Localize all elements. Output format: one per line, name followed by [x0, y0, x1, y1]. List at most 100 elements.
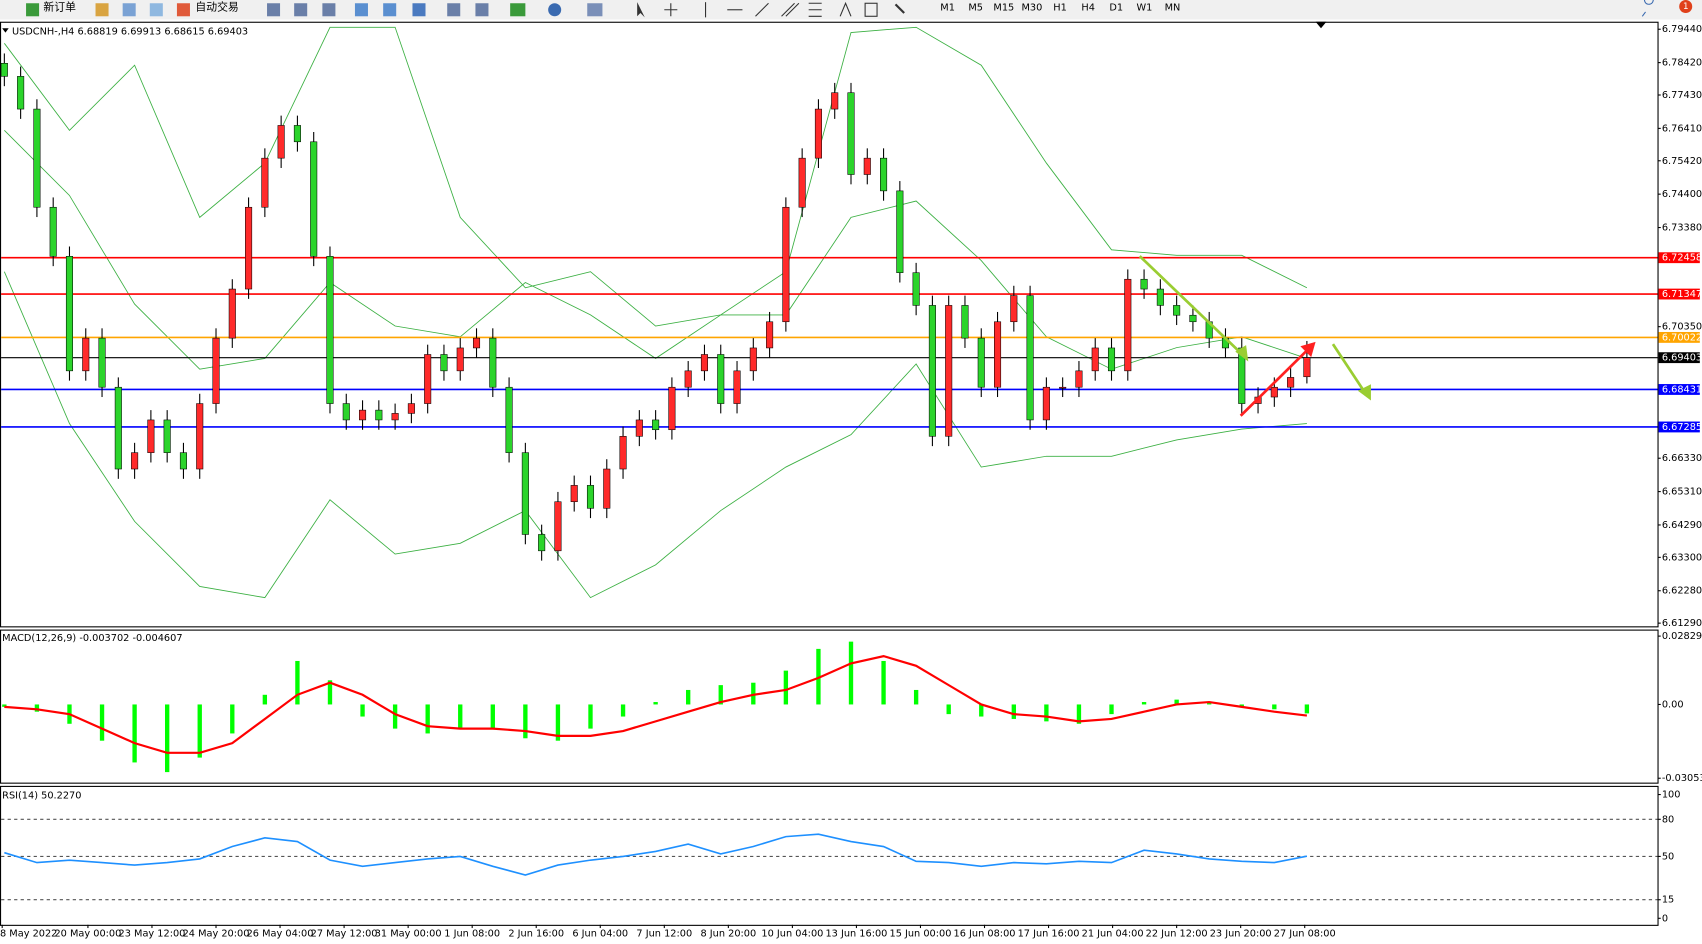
timeframe-button[interactable]: W1 — [1136, 3, 1152, 14]
x-tick-label: 23 May 12:00 — [119, 928, 186, 939]
x-tick-label: 15 Jun 00:00 — [890, 928, 952, 939]
candle-body — [652, 419, 660, 431]
candle-body — [1156, 288, 1164, 306]
candle-body — [766, 321, 774, 349]
macd-bar — [2, 704, 7, 707]
timeframe-button[interactable]: D1 — [1109, 3, 1123, 14]
new-order-icon[interactable] — [26, 3, 40, 17]
candle-body — [391, 413, 399, 421]
bollinger-band — [4, 130, 1308, 370]
timeframe-button[interactable]: M30 — [1022, 3, 1043, 14]
search[interactable] — [1641, 0, 1654, 17]
channel-tool[interactable] — [781, 2, 800, 17]
macd-bar — [588, 704, 593, 729]
x-tick-label: 21 Jun 04:00 — [1082, 928, 1144, 939]
candle-body — [961, 305, 969, 339]
crosshair-tool[interactable] — [664, 3, 678, 17]
candle-body — [17, 76, 25, 110]
notification-badge[interactable] — [1679, 0, 1693, 14]
label-tool[interactable] — [864, 2, 878, 17]
x-tick-label: 8 May 2022 — [0, 928, 57, 939]
templates[interactable] — [587, 3, 603, 17]
candle-body — [619, 436, 627, 470]
price-level-tag — [1658, 331, 1700, 343]
macd-bar — [132, 704, 137, 763]
periods[interactable] — [548, 3, 562, 17]
tile[interactable] — [412, 3, 426, 17]
new-order-button[interactable]: 新订单 — [43, 0, 76, 14]
arrows-tool[interactable] — [894, 3, 905, 14]
timeframe-button[interactable]: MN — [1165, 3, 1181, 14]
timeframe-button[interactable]: H4 — [1081, 3, 1095, 14]
zoom-out[interactable] — [383, 3, 397, 17]
tool-icon[interactable] — [149, 3, 163, 17]
macd-bar — [1207, 702, 1212, 705]
candle-body — [33, 108, 41, 208]
price-level-label: 6.69403 — [1662, 353, 1702, 364]
tool-icon[interactable] — [447, 3, 461, 17]
macd-bar — [1174, 699, 1179, 705]
macd-bar — [490, 704, 495, 729]
fibo-tool[interactable] — [808, 2, 822, 17]
timeframe-button[interactable]: H1 — [1053, 3, 1067, 14]
macd-bar — [946, 704, 951, 715]
candle-body — [1075, 370, 1083, 388]
y-tick-label: 6.64290 — [1662, 520, 1702, 531]
toolbar-items: 新订单 自动交易 M1 M5 M15 M30 H1 H4 D1 W1 MN 1 — [26, 0, 1693, 18]
candle-body — [82, 337, 90, 372]
x-tick-label: 8 Jun 20:00 — [700, 928, 756, 939]
low: 6.68615 — [164, 26, 204, 37]
candle-body — [472, 337, 481, 349]
timeframe-button[interactable]: M1 — [940, 3, 955, 14]
zoom-in[interactable] — [354, 3, 368, 17]
auto-trading-icon[interactable] — [176, 3, 190, 17]
macd-bar — [99, 704, 105, 741]
candle-body — [684, 370, 692, 388]
candle-body — [1124, 278, 1132, 372]
open: 6.68819 — [77, 26, 117, 37]
candle-body — [424, 354, 432, 404]
macd-bar — [295, 660, 300, 705]
macd-bar — [458, 704, 463, 729]
candle-body — [114, 386, 122, 470]
tool-icon[interactable] — [267, 3, 281, 17]
notification-count: 1 — [1683, 2, 1689, 12]
timeframe-button[interactable]: M5 — [968, 3, 983, 14]
macd-title: MACD(12,26,9) — [2, 633, 76, 644]
x-tick-label: 6 Jun 04:00 — [572, 928, 628, 939]
candle-body — [228, 288, 236, 339]
candle-body — [1091, 347, 1099, 372]
indicators[interactable] — [510, 3, 526, 17]
candle-body — [212, 337, 220, 404]
text-tool[interactable] — [839, 1, 852, 17]
tool-icon[interactable] — [122, 3, 136, 17]
auto-trading-button[interactable]: 自动交易 — [195, 0, 238, 14]
candle-body — [163, 419, 171, 453]
tool-icon[interactable] — [475, 3, 489, 17]
x-tick-label: 27 Jun 08:00 — [1274, 928, 1336, 939]
tool-icon[interactable] — [322, 3, 336, 17]
signal-line — [4, 655, 1308, 754]
candle-body — [179, 452, 187, 470]
macd-bar — [751, 682, 756, 705]
candle-body — [700, 354, 708, 372]
trend-tool[interactable] — [755, 2, 769, 17]
macd-bar — [197, 704, 202, 758]
x-tick-label: 22 Jun 12:00 — [1146, 928, 1208, 939]
y-tick-label: 6.75420 — [1662, 156, 1702, 167]
candle-body — [831, 92, 839, 110]
macd-header: MACD(12,26,9) -0.003702 -0.004607 — [2, 633, 182, 644]
y-tick-label: 6.65310 — [1662, 487, 1702, 498]
x-tick-label: 20 May 00:00 — [54, 928, 121, 939]
tool-icon[interactable] — [294, 3, 308, 17]
tool-icon[interactable] — [95, 3, 109, 17]
rsi-panel — [0, 785, 1659, 926]
candle-body — [749, 347, 757, 372]
bollinger-band — [3, 271, 1307, 599]
timeframe-button[interactable]: M15 — [993, 3, 1014, 14]
candle-body — [733, 370, 741, 404]
rsi-line — [4, 833, 1308, 876]
y-tick-label: 6.61290 — [1662, 618, 1702, 629]
y-tick-label: 100 — [1662, 790, 1681, 801]
